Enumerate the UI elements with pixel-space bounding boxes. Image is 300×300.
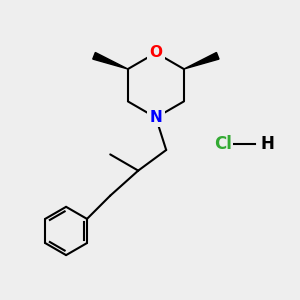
Text: H: H	[260, 135, 274, 153]
Text: Cl: Cl	[214, 135, 232, 153]
Polygon shape	[93, 52, 128, 69]
Text: N: N	[149, 110, 162, 125]
Text: O: O	[149, 45, 162, 60]
Polygon shape	[184, 52, 219, 69]
